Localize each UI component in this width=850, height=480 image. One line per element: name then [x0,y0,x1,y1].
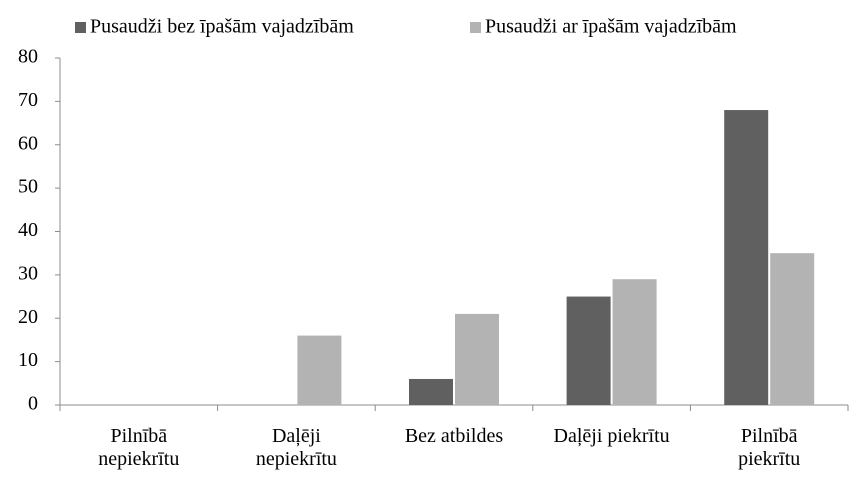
bar [409,378,453,405]
legend-label: Pusaudži ar īpašām vajadzībām [485,16,737,38]
legend-swatch [75,22,86,33]
bar [724,110,769,406]
legend-swatch [470,22,481,33]
bar [770,253,815,405]
x-tick-label: Daļēji piekrītu [553,425,670,447]
y-tick-label: 30 [18,262,38,284]
y-tick-label: 10 [18,349,38,371]
y-tick-label: 20 [18,306,38,328]
y-tick-label: 60 [18,132,38,154]
bar [612,279,657,405]
y-tick-label: 80 [18,46,38,68]
x-tick-label: Pilnībā nepiekrītu [98,425,180,470]
x-tick-label: Bez atbildes [404,425,504,447]
bar [566,296,611,405]
y-tick-label: 40 [18,219,38,241]
x-tick-label: Daļēji nepiekrītu [255,425,337,470]
bar [297,335,342,405]
bar [455,313,499,405]
legend-label: Pusaudži bez īpašām vajadzībām [90,16,354,38]
x-tick-label: Pilnībā piekrītu [738,425,801,470]
y-tick-label: 70 [18,89,38,111]
y-tick-label: 50 [18,176,38,198]
y-tick-label: 0 [28,393,38,415]
